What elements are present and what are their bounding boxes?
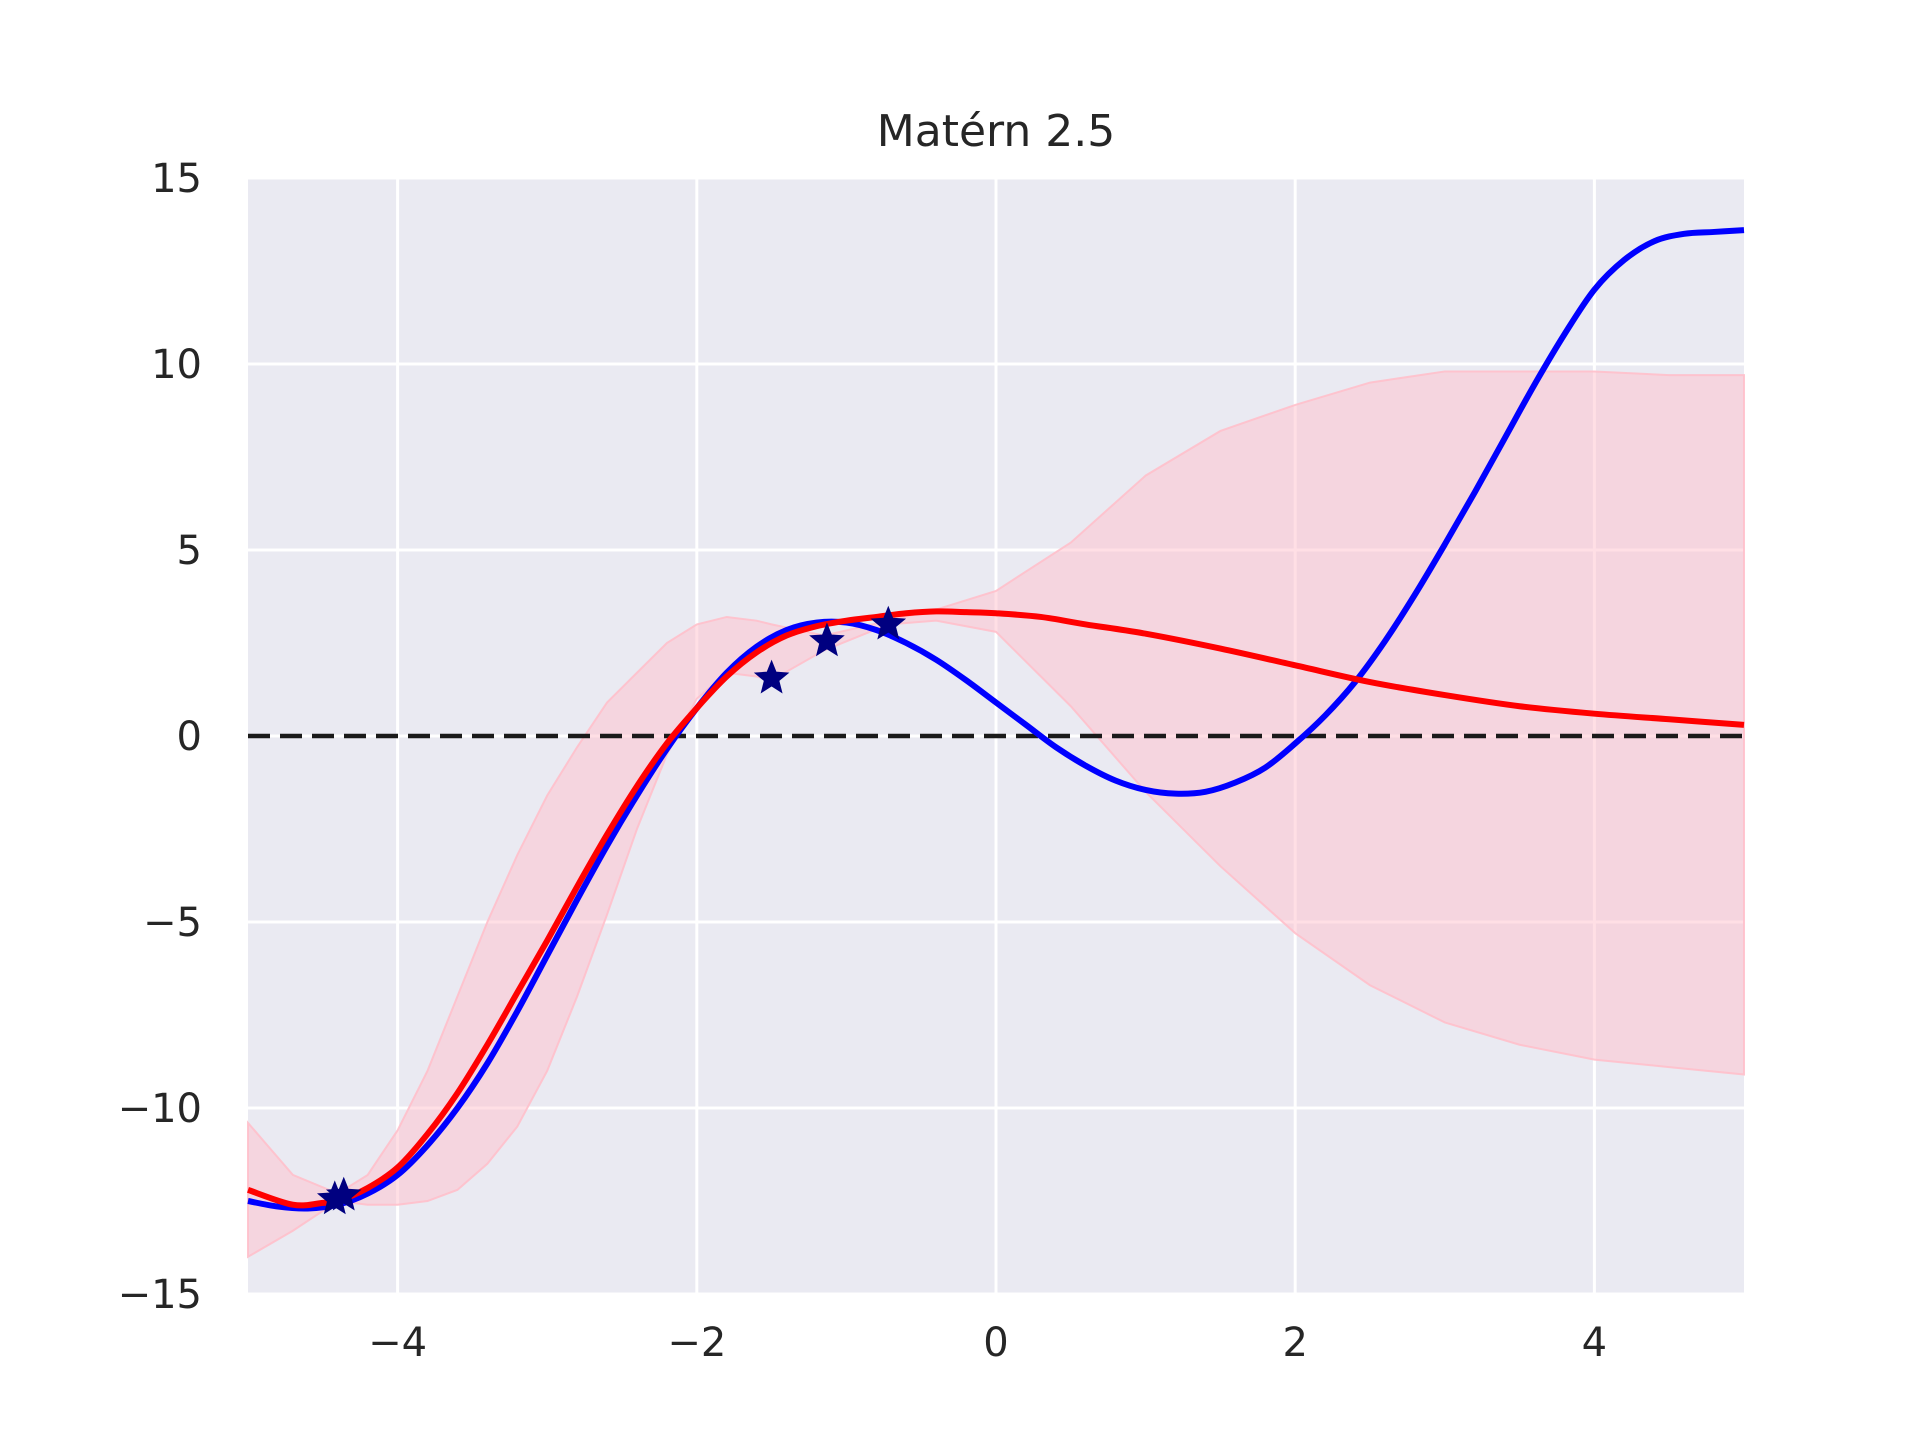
gp-mean-line xyxy=(247,608,1745,1209)
chart-title: Matérn 2.5 xyxy=(877,106,1115,157)
x-tick-labels: −4 −2 0 2 4 xyxy=(368,1320,1607,1366)
y-tick-label: −5 xyxy=(143,900,202,946)
observations-layer xyxy=(316,605,907,1215)
y-tick-label: −10 xyxy=(118,1086,202,1132)
x-tick-label: 2 xyxy=(1282,1320,1307,1366)
gp-mean-layer xyxy=(247,608,1745,1209)
true-function-layer xyxy=(247,227,1745,1212)
observation-star-marker xyxy=(325,1176,362,1211)
x-tick-label: −2 xyxy=(667,1320,726,1366)
y-tick-label: 5 xyxy=(177,528,202,574)
y-tick-label: 15 xyxy=(151,156,202,202)
x-tick-label: −4 xyxy=(368,1320,427,1366)
y-tick-labels: −15 −10 −5 0 5 10 15 xyxy=(118,156,202,1318)
confidence-band-layer xyxy=(247,370,1745,1259)
y-tick-label: 0 xyxy=(177,714,202,760)
observation-star-marker xyxy=(809,622,845,657)
x-tick-label: 4 xyxy=(1582,1320,1607,1366)
y-tick-label: 10 xyxy=(151,342,202,388)
y-tick-label: −15 xyxy=(118,1272,202,1318)
observation-star-marker xyxy=(870,605,907,640)
observation-star-marker xyxy=(753,659,790,694)
confidence-band xyxy=(247,370,1745,1259)
true-function-line xyxy=(247,227,1745,1212)
x-tick-label: 0 xyxy=(983,1320,1008,1366)
